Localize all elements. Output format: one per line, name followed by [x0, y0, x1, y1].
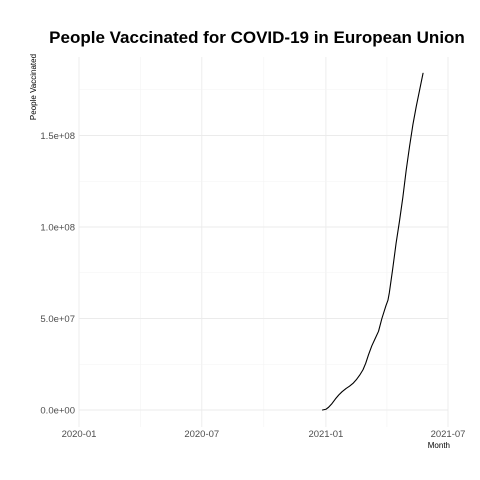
- x-tick-label-3: 2021-07: [431, 429, 466, 440]
- chart-title: People Vaccinated for COVID-19 in Europe…: [49, 28, 465, 47]
- y-tick-label-2: 1.0e+08: [40, 223, 75, 234]
- y-tick-label-1: 5.0e+07: [40, 314, 75, 325]
- x-tick-label-0: 2020-01: [62, 429, 97, 440]
- tick-labels: 2020-01 2020-07 2021-01 2021-07 0.0e+00 5.0e+…: [40, 131, 465, 440]
- x-tick-label-1: 2020-07: [184, 429, 219, 440]
- y-axis-label: People Vaccinated: [29, 54, 38, 120]
- x-axis-label: Month: [428, 441, 450, 450]
- y-tick-label-3: 1.5e+08: [40, 131, 75, 142]
- x-tick-label-2: 2021-01: [308, 429, 343, 440]
- gridlines: [78, 57, 449, 427]
- series-layer: [321, 72, 424, 411]
- y-tick-label-0: 0.0e+00: [40, 406, 75, 417]
- series-line-0: [321, 72, 424, 411]
